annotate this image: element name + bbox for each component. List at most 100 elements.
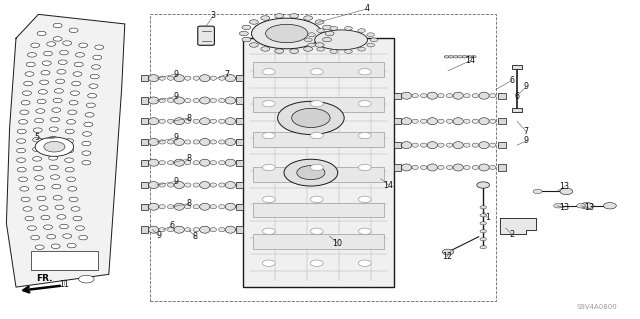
Text: 1: 1 — [485, 213, 490, 222]
Ellipse shape — [219, 183, 225, 187]
Ellipse shape — [479, 164, 489, 171]
Circle shape — [93, 55, 102, 60]
Circle shape — [57, 215, 66, 219]
Circle shape — [449, 56, 454, 58]
Ellipse shape — [174, 182, 184, 189]
Text: 9: 9 — [173, 70, 179, 78]
Circle shape — [21, 100, 30, 105]
Circle shape — [317, 47, 324, 51]
Ellipse shape — [236, 76, 242, 80]
Ellipse shape — [438, 119, 444, 123]
Ellipse shape — [168, 76, 174, 80]
Ellipse shape — [428, 164, 438, 171]
Text: 8: 8 — [186, 199, 191, 208]
Text: 13: 13 — [559, 204, 570, 212]
Bar — [236, 160, 243, 166]
Circle shape — [35, 118, 44, 123]
Ellipse shape — [490, 165, 496, 170]
Circle shape — [262, 228, 275, 234]
Ellipse shape — [159, 98, 165, 103]
Circle shape — [344, 26, 352, 30]
Circle shape — [63, 234, 72, 238]
Ellipse shape — [401, 164, 412, 171]
Circle shape — [242, 37, 251, 42]
Circle shape — [20, 187, 29, 191]
Circle shape — [85, 113, 94, 117]
Ellipse shape — [200, 159, 210, 166]
Circle shape — [38, 90, 47, 94]
Circle shape — [262, 164, 275, 171]
Circle shape — [88, 93, 97, 98]
Text: S9V4A0800: S9V4A0800 — [577, 304, 618, 310]
Circle shape — [239, 31, 248, 36]
Text: 8: 8 — [186, 154, 191, 163]
Circle shape — [52, 184, 61, 189]
Ellipse shape — [168, 140, 174, 144]
Ellipse shape — [159, 140, 165, 144]
Ellipse shape — [184, 140, 191, 144]
Circle shape — [480, 238, 486, 241]
Circle shape — [65, 167, 74, 172]
Ellipse shape — [236, 161, 242, 165]
Ellipse shape — [472, 165, 479, 170]
Circle shape — [72, 81, 81, 86]
Ellipse shape — [200, 203, 210, 210]
Ellipse shape — [463, 119, 470, 123]
Ellipse shape — [184, 205, 191, 209]
Circle shape — [53, 98, 62, 103]
Text: 2: 2 — [509, 230, 515, 239]
Ellipse shape — [472, 94, 479, 98]
Circle shape — [358, 47, 365, 51]
Circle shape — [297, 166, 325, 180]
Ellipse shape — [193, 76, 200, 80]
Ellipse shape — [210, 98, 216, 103]
Text: 7: 7 — [524, 127, 529, 136]
Circle shape — [58, 60, 67, 64]
Ellipse shape — [412, 119, 419, 123]
Ellipse shape — [174, 159, 184, 166]
Ellipse shape — [148, 138, 159, 145]
Circle shape — [49, 165, 58, 170]
Ellipse shape — [447, 119, 453, 123]
Circle shape — [28, 53, 36, 57]
Ellipse shape — [412, 94, 419, 98]
Ellipse shape — [200, 97, 210, 104]
Circle shape — [17, 167, 26, 172]
Text: 5: 5 — [35, 133, 40, 142]
Ellipse shape — [174, 75, 184, 82]
Ellipse shape — [498, 119, 504, 123]
Circle shape — [57, 70, 66, 74]
Circle shape — [242, 25, 251, 30]
Circle shape — [278, 101, 344, 135]
Ellipse shape — [498, 94, 504, 98]
Circle shape — [310, 69, 323, 75]
Bar — [253, 132, 384, 147]
Circle shape — [358, 260, 371, 266]
Circle shape — [17, 139, 26, 143]
Ellipse shape — [395, 143, 401, 147]
Circle shape — [370, 38, 378, 42]
Bar — [31, 251, 98, 270]
Bar — [236, 75, 243, 81]
Circle shape — [358, 100, 371, 107]
Circle shape — [69, 197, 78, 202]
Circle shape — [310, 260, 323, 266]
Text: 9: 9 — [173, 177, 179, 186]
Circle shape — [89, 84, 98, 88]
Circle shape — [44, 142, 65, 152]
Circle shape — [21, 197, 30, 202]
Circle shape — [82, 160, 91, 165]
Circle shape — [19, 120, 28, 124]
Ellipse shape — [193, 205, 200, 209]
Circle shape — [323, 25, 332, 30]
Circle shape — [37, 196, 46, 201]
Ellipse shape — [219, 140, 225, 144]
Circle shape — [358, 164, 371, 171]
Ellipse shape — [148, 226, 159, 233]
Circle shape — [53, 196, 62, 200]
Ellipse shape — [168, 119, 174, 123]
Ellipse shape — [219, 76, 225, 80]
Ellipse shape — [225, 75, 236, 82]
Text: 13: 13 — [584, 204, 594, 212]
Circle shape — [330, 26, 338, 30]
